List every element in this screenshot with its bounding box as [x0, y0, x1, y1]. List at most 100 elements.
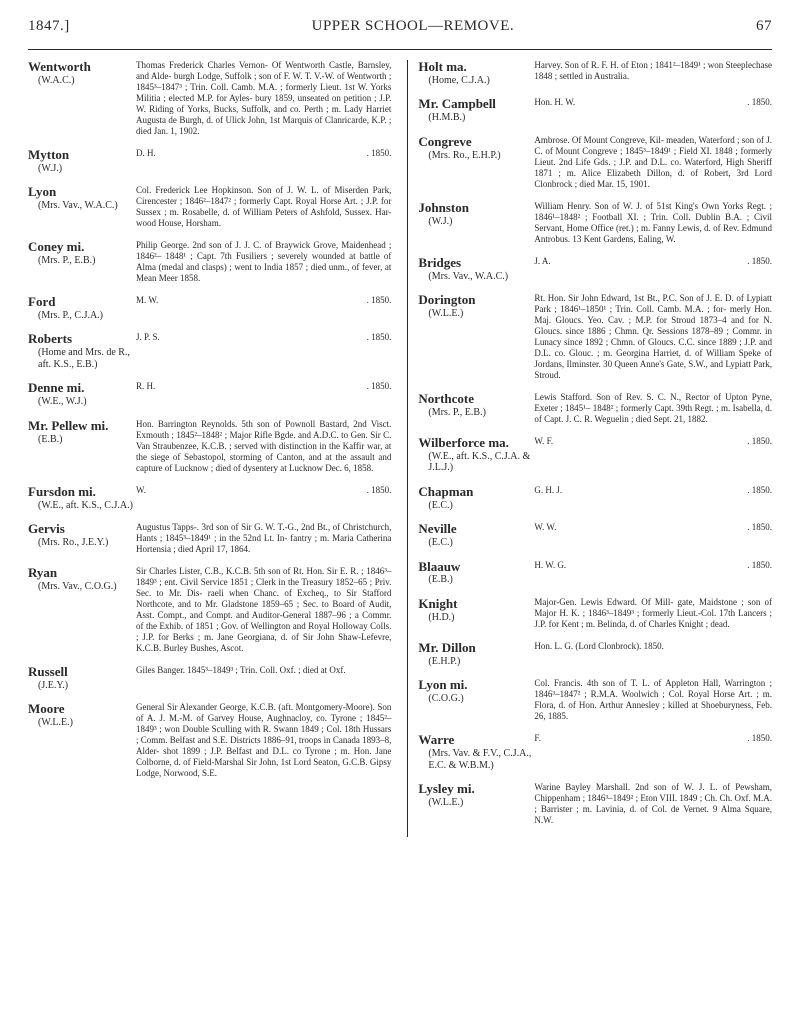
entry-details: Ambrose. Of Mount Congreve, Kil- meaden,…	[534, 135, 772, 190]
surname: Northcote	[418, 391, 474, 406]
entry-details: F. . 1850.	[534, 733, 772, 744]
surname: Neville	[418, 521, 456, 536]
surname: Holt ma.	[418, 59, 466, 74]
entry-row: Dorington(W.L.E.)Rt. Hon. Sir John Edwar…	[416, 293, 772, 381]
entry-sub: (Home and Mrs. de R., aft. K.S., E.B.)	[38, 347, 136, 370]
short-entry: W. F. . 1850.	[534, 436, 772, 447]
short-entry: W. W.. 1850.	[534, 522, 772, 533]
entry-sub: (W.J.)	[38, 163, 136, 175]
entry-name: Blaauw(E.B.)	[416, 560, 534, 586]
surname: Lyon	[28, 184, 56, 199]
entry-name: Gervis(Mrs. Ro., J.E.Y.)	[28, 522, 136, 548]
entry-row: Mytton(W.J.)D. H.. 1850.	[28, 148, 399, 174]
entry-sub: (Mrs. P., E.B.)	[38, 255, 136, 267]
surname: Coney mi.	[28, 239, 84, 254]
short-left: H. W. G.	[534, 560, 566, 571]
entry-name: Neville(E.C.)	[416, 522, 534, 548]
rh-center: UPPER SCHOOL—REMOVE.	[312, 18, 515, 35]
entry-sub: (W.J.)	[428, 216, 534, 228]
surname: Lyon mi.	[418, 677, 467, 692]
surname: Roberts	[28, 331, 72, 346]
entry-row: Congreve(Mrs. Ro., E.H.P.)Ambrose. Of Mo…	[416, 135, 772, 190]
entry-name: Johnston(W.J.)	[416, 201, 534, 227]
entry-row: Knight(H.D.)Major-Gen. Lewis Edward. Of …	[416, 597, 772, 630]
entry-details: Hon. Barrington Reynolds. 5th son of Pow…	[136, 419, 399, 474]
entry-sub: (E.C.)	[428, 500, 534, 512]
entry-details: Hon. H. W.. 1850.	[534, 97, 772, 108]
entry-details: Col. Frederick Lee Hopkinson. Son of J. …	[136, 185, 399, 229]
entry-sub: (Mrs. Vav., C.O.G.)	[38, 581, 136, 593]
entry-row: Moore(W.L.E.)General Sir Alexander Georg…	[28, 702, 399, 779]
entry-row: Coney mi.(Mrs. P., E.B.)Philip George. 2…	[28, 240, 399, 284]
short-entry: D. H.. 1850.	[136, 148, 391, 159]
surname: Wentworth	[28, 59, 91, 74]
entry-sub: (Home, C.J.A.)	[428, 75, 534, 87]
entry-sub: (H.M.B.)	[428, 112, 534, 124]
entry-details: H. W. G.. 1850.	[534, 560, 772, 571]
entry-details: W. W.. 1850.	[534, 522, 772, 533]
entry-details: D. H.. 1850.	[136, 148, 399, 159]
short-right: . 1850.	[367, 148, 392, 159]
entry-sub: (W.E., aft. K.S., C.J.A. & J.L.J.)	[428, 451, 534, 474]
entry-name: Roberts(Home and Mrs. de R., aft. K.S., …	[28, 332, 136, 370]
short-left: W. W.	[534, 522, 556, 533]
entry-sub: (E.C.)	[428, 537, 534, 549]
surname: Knight	[418, 596, 457, 611]
entry-sub: (E.H.P.)	[428, 656, 534, 668]
entry-name: Lysley mi.(W.L.E.)	[416, 782, 534, 808]
entry-details: J. P. S.. 1850.	[136, 332, 399, 343]
entry-name: Bridges(Mrs. Vav., W.A.C.)	[416, 256, 534, 282]
entry-sub: (E.B.)	[38, 434, 136, 446]
short-right: . 1850.	[747, 97, 772, 108]
entry-row: Denne mi.(W.E., W.J.)R. H.. 1850.	[28, 381, 399, 407]
surname: Johnston	[418, 200, 469, 215]
entry-row: Johnston(W.J.)William Henry. Son of W. J…	[416, 201, 772, 245]
surname: Blaauw	[418, 559, 460, 574]
entry-row: Holt ma.(Home, C.J.A.)Harvey. Son of R. …	[416, 60, 772, 86]
rh-left: 1847.]	[28, 18, 70, 35]
entry-sub: (W.L.E.)	[38, 717, 136, 729]
entry-name: Mr. Campbell(H.M.B.)	[416, 97, 534, 123]
short-entry: F. . 1850.	[534, 733, 772, 744]
entry-details: Col. Francis. 4th son of T. L. of Applet…	[534, 678, 772, 722]
entry-name: Warre(Mrs. Vav. & F.V., C.J.A., E.C. & W…	[416, 733, 534, 771]
rule	[28, 49, 772, 50]
short-right: . 1850.	[747, 733, 772, 744]
short-right: . 1850.	[747, 485, 772, 496]
short-entry: Hon. H. W.. 1850.	[534, 97, 772, 108]
entry-details: G. H. J.. 1850.	[534, 485, 772, 496]
entry-row: Lysley mi.(W.L.E.)Warine Bayley Marshall…	[416, 782, 772, 826]
rh-right: 67	[756, 18, 772, 35]
entry-row: Lyon mi.(C.O.G.)Col. Francis. 4th son of…	[416, 678, 772, 722]
entry-name: Russell(J.E.Y.)	[28, 665, 136, 691]
entry-sub: (Mrs. Vav. & F.V., C.J.A., E.C. & W.B.M.…	[428, 748, 534, 771]
entry-name: Fursdon mi.(W.E., aft. K.S., C.J.A.)	[28, 485, 136, 511]
short-right: . 1850.	[747, 436, 772, 447]
surname: Russell	[28, 664, 68, 679]
short-left: F.	[534, 733, 541, 744]
surname: Bridges	[418, 255, 461, 270]
surname: Mr. Pellew mi.	[28, 418, 108, 433]
entry-row: Mr. Dillon(E.H.P.)Hon. L. G. (Lord Clonb…	[416, 641, 772, 667]
entry-details: Giles Banger. 1845³–1849³ ; Trin. Coll. …	[136, 665, 399, 676]
entry-sub: (W.A.C.)	[38, 75, 136, 87]
entry-sub: (C.O.G.)	[428, 693, 534, 705]
entry-name: Moore(W.L.E.)	[28, 702, 136, 728]
entry-row: Roberts(Home and Mrs. de R., aft. K.S., …	[28, 332, 399, 370]
entry-sub: (Mrs. Vav., W.A.C.)	[428, 271, 534, 283]
short-left: W. F.	[534, 436, 553, 447]
entry-row: Neville(E.C.)W. W.. 1850.	[416, 522, 772, 548]
entry-details: General Sir Alexander George, K.C.B. (af…	[136, 702, 399, 779]
entry-name: Ford(Mrs. P., C.J.A.)	[28, 295, 136, 321]
surname: Lysley mi.	[418, 781, 474, 796]
short-entry: H. W. G.. 1850.	[534, 560, 772, 571]
entry-name: Lyon mi.(C.O.G.)	[416, 678, 534, 704]
entry-details: R. H.. 1850.	[136, 381, 399, 392]
page: 1847.] UPPER SCHOOL—REMOVE. 67 Wentworth…	[0, 0, 800, 847]
surname: Moore	[28, 701, 65, 716]
surname: Ryan	[28, 565, 57, 580]
entry-row: Fursdon mi.(W.E., aft. K.S., C.J.A.)W.. …	[28, 485, 399, 511]
surname: Wilberforce ma.	[418, 435, 509, 450]
entry-sub: (W.L.E.)	[428, 797, 534, 809]
short-right: . 1850.	[367, 332, 392, 343]
